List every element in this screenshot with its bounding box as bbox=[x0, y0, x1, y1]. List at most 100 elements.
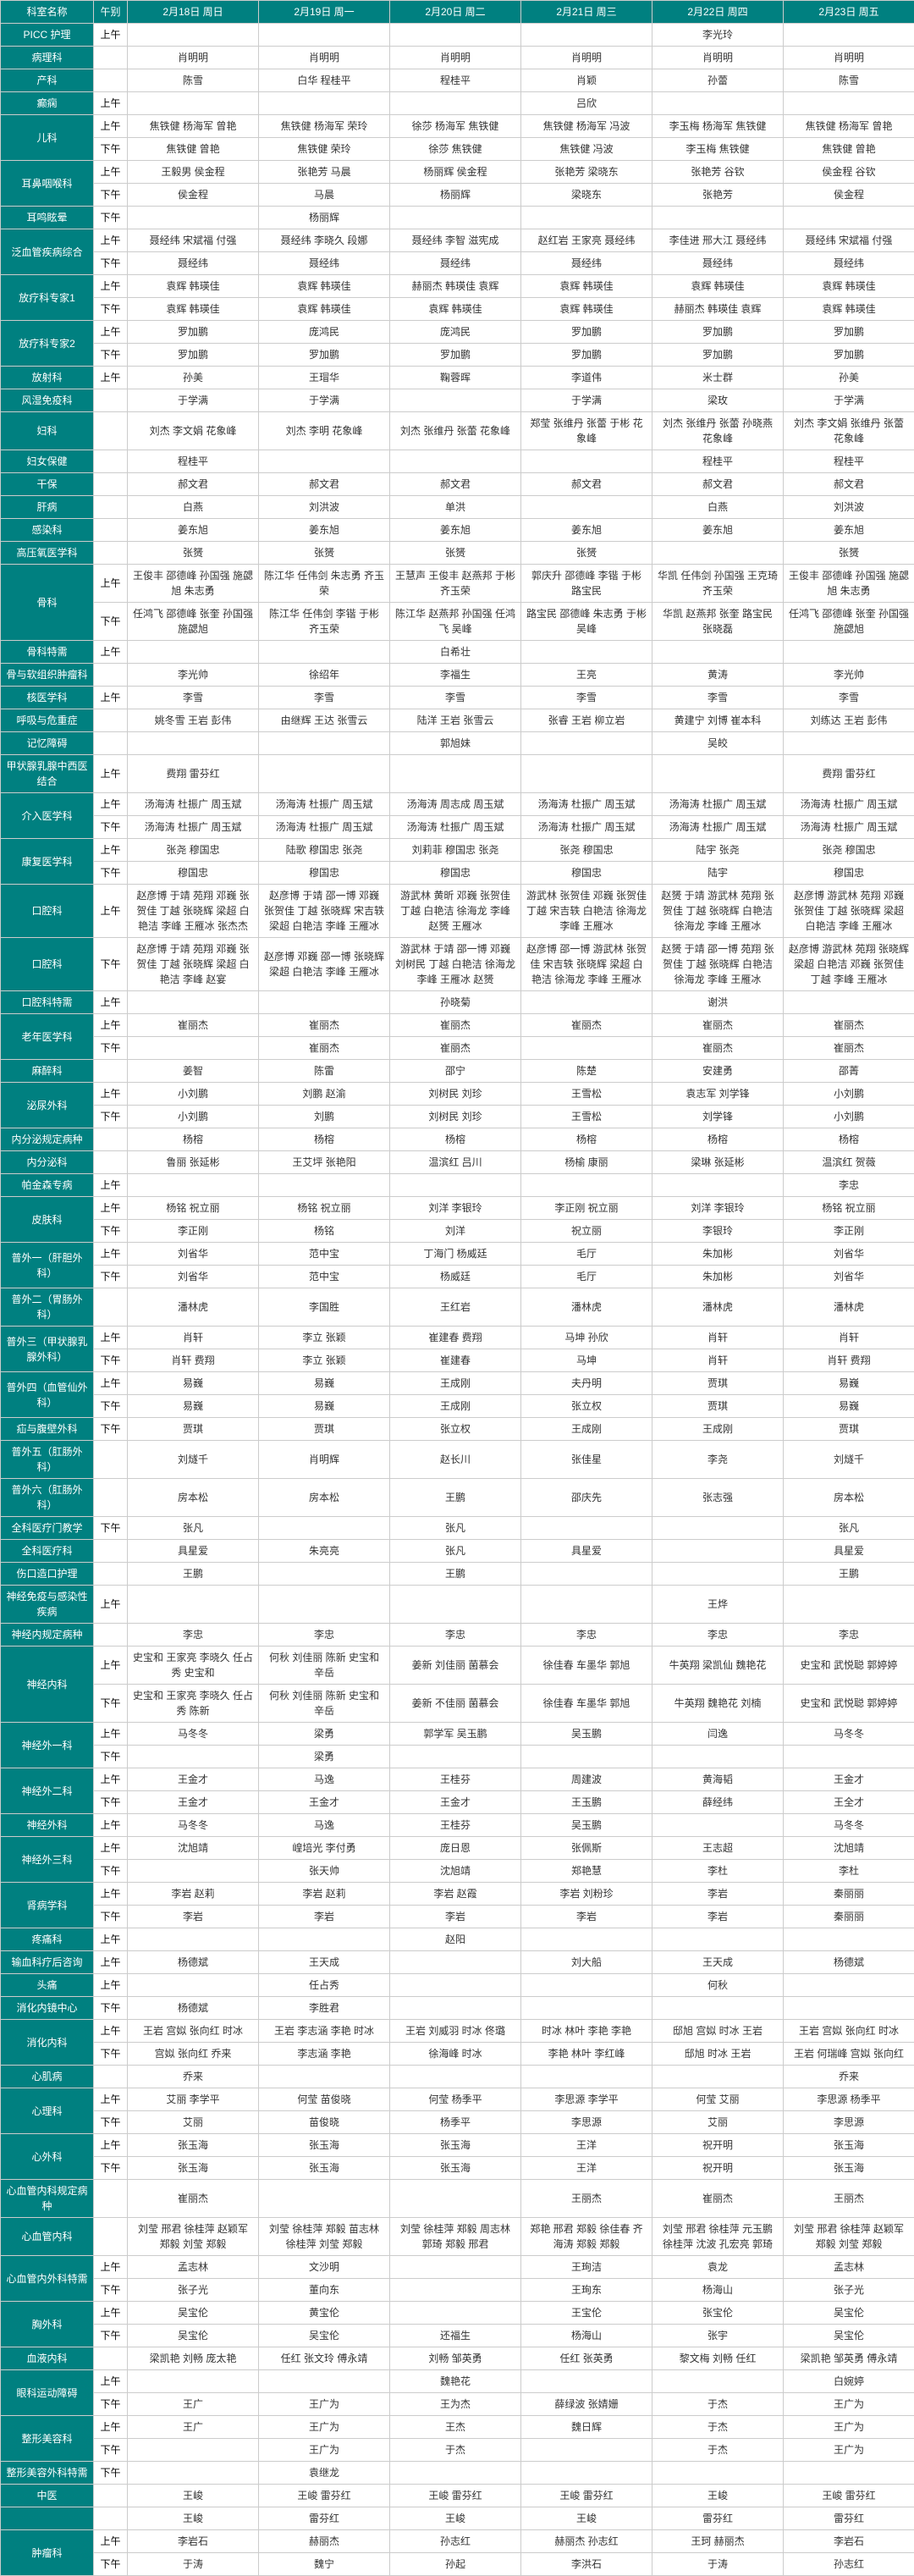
table-cell: 程桂平 bbox=[652, 450, 784, 473]
table-cell: 李佳进 邢大江 聂经纬 bbox=[652, 229, 784, 252]
table-row: 下午小刘鹏刘鹏刘树民 刘珍王雪松刘学锋小刘鹏 bbox=[1, 1106, 914, 1128]
dept-label: 骨与软组织肿瘤科 bbox=[1, 664, 94, 687]
table-cell: 吴玉鹏 bbox=[521, 1723, 652, 1746]
table-cell: 刘燧千 bbox=[784, 1441, 914, 1479]
table-cell bbox=[128, 24, 259, 47]
table-cell: 孙美 bbox=[128, 367, 259, 389]
table-row: 神经内科上午史宝和 王家亮 李晓久 任占秀 史宝和何秋 刘佳丽 陈新 史宝和 辛… bbox=[1, 1647, 914, 1685]
table-row: 普外三（甲状腺乳腺外科）上午肖轩李立 张颖崔建春 费翔马坤 孙欣肖轩肖轩 bbox=[1, 1327, 914, 1349]
table-cell: 汤海涛 杜振广 周玉斌 bbox=[652, 816, 784, 839]
dept-label: 消化内镜中心 bbox=[1, 1997, 94, 2020]
shift-cell: 上午 bbox=[94, 2134, 128, 2157]
table-cell: 任鸿飞 邵德峰 张奎 孙国强 施勰旭 bbox=[128, 603, 259, 641]
table-cell: 周建波 bbox=[521, 1768, 652, 1791]
shift-cell: 下午 bbox=[94, 938, 128, 991]
table-cell: 陈楚 bbox=[521, 1060, 652, 1083]
table-cell: 陆歌 穆国忠 张尧 bbox=[259, 839, 390, 862]
table-cell: 黎文梅 刘畅 任红 bbox=[652, 2347, 784, 2370]
shift-cell: 上午 bbox=[94, 1586, 128, 1624]
table-cell bbox=[521, 496, 652, 519]
shift-cell bbox=[94, 1563, 128, 1586]
table-cell: 王桂芬 bbox=[390, 1814, 521, 1837]
table-cell: 崔丽杰 bbox=[784, 1037, 914, 1060]
table-cell: 黄海韬 bbox=[652, 1768, 784, 1791]
table-cell: 崔建春 费翔 bbox=[390, 1327, 521, 1349]
table-cell: 郑莹 张维丹 张蕾 于彬 花象峰 bbox=[521, 412, 652, 450]
table-cell: 牛英翔 魏艳花 刘楠 bbox=[652, 1685, 784, 1723]
table-row: 泌尿外科上午小刘鹏刘鹏 赵渝刘树民 刘珍王雪松袁志军 刘学锋小刘鹏 bbox=[1, 1083, 914, 1106]
table-cell: 姜新 刘佳丽 菌慕会 bbox=[390, 1647, 521, 1685]
table-cell: 张宇 bbox=[652, 2325, 784, 2347]
table-cell bbox=[784, 92, 914, 115]
table-row: 下午艾丽苗俊晓杨季平李思源艾丽李思源 bbox=[1, 2111, 914, 2134]
dept-label bbox=[1, 2507, 94, 2530]
table-cell: 李岩 bbox=[652, 1906, 784, 1928]
table-row: 耳鼻咽喉科上午王毅男 侯金程张艳芳 马晨杨丽辉 侯金程张艳芳 梁晓东张艳芳 谷钦… bbox=[1, 161, 914, 184]
table-cell: 徐佳春 车墨华 郭旭 bbox=[521, 1647, 652, 1685]
table-cell: 李福生 bbox=[390, 664, 521, 687]
table-cell: 王成刚 bbox=[652, 1418, 784, 1441]
dept-label: 肝病 bbox=[1, 496, 94, 519]
table-cell: 梁勇 bbox=[259, 1723, 390, 1746]
table-cell: 袁辉 韩瑛佳 bbox=[128, 275, 259, 298]
table-cell bbox=[128, 2370, 259, 2393]
table-cell bbox=[521, 1746, 652, 1768]
table-cell: 郭旭妹 bbox=[390, 732, 521, 755]
table-cell: 徐海峰 时冰 bbox=[390, 2043, 521, 2066]
dept-label: 心理科 bbox=[1, 2088, 94, 2134]
table-cell bbox=[259, 1174, 390, 1197]
table-cell: 马坤 孙欣 bbox=[521, 1327, 652, 1349]
table-cell bbox=[390, 2180, 521, 2218]
table-cell: 李道伟 bbox=[521, 367, 652, 389]
table-cell bbox=[390, 450, 521, 473]
table-cell bbox=[784, 1928, 914, 1951]
table-cell: 杨榕 bbox=[521, 1128, 652, 1151]
table-cell: 白燕 bbox=[652, 496, 784, 519]
table-cell: 庞鸿民 bbox=[390, 321, 521, 344]
table-cell: 马冬冬 bbox=[784, 1723, 914, 1746]
table-cell: 刘莹 徐桂萍 郑毅 苗志林 徐桂萍 刘莹 郑毅 bbox=[259, 2218, 390, 2256]
dept-label: 耳鼻咽喉科 bbox=[1, 161, 94, 207]
shift-cell bbox=[94, 1479, 128, 1517]
table-cell: 游武林 于靖 邵一博 邓巍 刘树民 丁越 白艳洁 徐海龙 李峰 王雁冰 赵赟 bbox=[390, 938, 521, 991]
table-cell: 张赟 bbox=[259, 542, 390, 565]
table-cell: 袁辉 韩瑛佳 bbox=[259, 275, 390, 298]
table-cell: 李杜 bbox=[652, 1860, 784, 1883]
table-cell: 李正刚 祝立丽 bbox=[521, 1197, 652, 1220]
table-cell: 焦铁健 杨海军 冯波 bbox=[521, 115, 652, 138]
table-cell: 华凯 任伟剑 孙国强 王克琦 齐玉荣 bbox=[652, 565, 784, 603]
table-cell: 焦铁健 杨海军 曾艳 bbox=[128, 115, 259, 138]
table-cell: 刘省华 bbox=[784, 1266, 914, 1288]
table-cell: 房本松 bbox=[128, 1479, 259, 1517]
table-cell: 赵彦博 于靖 邵一博 邓巍 张贺佳 丁越 张晓辉 宋吉轶 梁超 白艳洁 李峰 王… bbox=[259, 885, 390, 938]
table-cell: 张艳芳 马晨 bbox=[259, 161, 390, 184]
table-cell: 李洪石 bbox=[521, 2553, 652, 2576]
table-cell: 艾丽 李学平 bbox=[128, 2088, 259, 2111]
table-cell: 王峻 bbox=[128, 2485, 259, 2507]
table-cell: 孙志红 bbox=[784, 2553, 914, 2576]
table-cell: 于学满 bbox=[784, 389, 914, 412]
table-cell bbox=[652, 1540, 784, 1563]
dept-label: 神经内科 bbox=[1, 1647, 94, 1723]
table-cell: 崔丽杰 bbox=[652, 1037, 784, 1060]
shift-cell: 上午 bbox=[94, 991, 128, 1014]
table-cell: 易巍 bbox=[128, 1372, 259, 1395]
table-cell: 毛厅 bbox=[521, 1266, 652, 1288]
table-cell: 李思源 杨季平 bbox=[784, 2088, 914, 2111]
table-cell: 李尧 bbox=[652, 1441, 784, 1479]
table-cell: 沈旭靖 bbox=[128, 1837, 259, 1860]
table-cell bbox=[390, 389, 521, 412]
table-cell: 张睿 王岩 柳立岩 bbox=[521, 709, 652, 732]
table-row: 普外一（肝胆外科）上午刘省华范中宝丁海门 杨威廷毛厅朱加彬刘省华 bbox=[1, 1243, 914, 1266]
table-cell: 袁志军 刘学锋 bbox=[652, 1083, 784, 1106]
table-cell: 邵庆先 bbox=[521, 1479, 652, 1517]
table-cell: 王红岩 bbox=[390, 1288, 521, 1327]
table-cell: 汤海涛 杜振广 周玉斌 bbox=[784, 793, 914, 816]
table-cell: 崔丽杰 bbox=[390, 1014, 521, 1037]
shift-cell bbox=[94, 1441, 128, 1479]
table-cell: 张志强 bbox=[652, 1479, 784, 1517]
dept-label: 产科 bbox=[1, 69, 94, 92]
dept-label: 神经外科 bbox=[1, 1814, 94, 1837]
table-cell bbox=[259, 450, 390, 473]
table-cell: 毛厅 bbox=[521, 1243, 652, 1266]
